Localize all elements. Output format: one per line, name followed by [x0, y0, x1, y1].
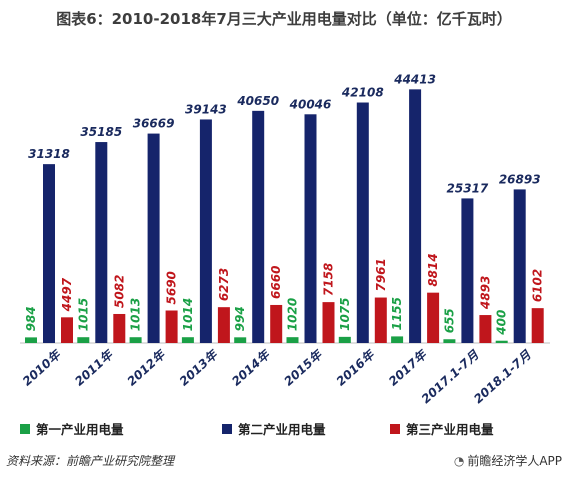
data-label-tertiary-6: 7961	[374, 258, 388, 291]
x-tick-label-6: 2016年	[334, 346, 379, 388]
brand-logo-icon: ◔	[453, 453, 465, 468]
bar-secondary-5	[304, 114, 317, 343]
bar-secondary-1	[95, 142, 108, 343]
data-label-secondary-3: 39143	[185, 102, 227, 116]
bar-secondary-3	[199, 119, 212, 343]
bar-tertiary-6	[374, 297, 387, 343]
x-tick-label-5: 2015年	[281, 346, 326, 388]
legend-item-primary: 第一产业用电量	[20, 419, 124, 438]
source-note: 资料来源：前瞻产业研究院整理	[6, 454, 175, 468]
bar-primary-9	[495, 340, 508, 343]
bar-secondary-9	[513, 189, 526, 343]
data-label-tertiary-3: 6273	[217, 268, 231, 301]
data-label-primary-3: 1014	[181, 298, 195, 331]
bar-tertiary-1	[113, 313, 126, 343]
legend-swatch-primary	[20, 423, 30, 434]
data-label-tertiary-9: 6102	[531, 269, 545, 302]
data-label-primary-5: 1020	[286, 298, 300, 331]
legend-swatch-tertiary	[390, 423, 400, 434]
data-label-primary-1: 1015	[76, 298, 90, 331]
chart-title: 图表6：2010-2018年7月三大产业用电量对比（单位：亿千瓦时）	[56, 10, 512, 28]
bar-primary-2	[129, 337, 142, 343]
x-tick-label-9: 2018.1-7月	[471, 347, 534, 406]
data-label-tertiary-7: 8814	[426, 253, 440, 286]
data-label-secondary-9: 26893	[499, 172, 541, 186]
data-label-secondary-0: 31318	[28, 147, 70, 161]
x-tick-label-3: 2013年	[177, 346, 222, 388]
bar-primary-0	[25, 337, 37, 343]
bar-secondary-4	[252, 110, 265, 344]
bar-secondary-8	[461, 198, 474, 343]
brand-label: 前瞻经济学人APP	[467, 454, 562, 468]
bar-primary-7	[391, 336, 404, 343]
bar-primary-4	[234, 337, 247, 343]
bar-tertiary-8	[479, 315, 492, 343]
bar-tertiary-3	[217, 307, 230, 343]
data-label-tertiary-0: 4497	[60, 277, 74, 312]
bar-primary-3	[181, 337, 194, 343]
data-label-tertiary-2: 5690	[165, 271, 179, 304]
x-tick-label-2: 2012年	[124, 346, 169, 388]
bar-tertiary-2	[165, 310, 178, 343]
data-label-primary-4: 994	[233, 306, 247, 331]
legend-label-primary: 第一产业用电量	[36, 422, 124, 437]
legend-swatch-secondary	[222, 423, 232, 434]
data-label-primary-0: 984	[24, 306, 38, 331]
x-tick-label-1: 2011年	[72, 346, 117, 388]
data-label-primary-7: 1155	[390, 297, 404, 330]
x-tick-label-0: 2010年	[20, 346, 65, 388]
bar-secondary-7	[409, 89, 422, 344]
bar-tertiary-4	[270, 304, 283, 343]
data-label-tertiary-5: 7158	[322, 263, 336, 296]
bar-tertiary-9	[531, 308, 544, 343]
data-label-secondary-5: 40046	[289, 97, 332, 111]
bar-tertiary-5	[322, 302, 335, 343]
bar-primary-8	[443, 339, 456, 343]
data-label-tertiary-8: 4893	[478, 276, 492, 310]
legend: 第一产业用电量 第二产业用电量 第三产业用电量	[0, 419, 568, 439]
bar-primary-5	[286, 337, 299, 343]
legend-item-tertiary: 第三产业用电量	[390, 419, 494, 438]
data-label-tertiary-1: 5082	[112, 275, 126, 308]
data-label-secondary-2: 36669	[133, 117, 175, 131]
bar-primary-6	[338, 336, 351, 343]
bar-primary-1	[77, 337, 90, 343]
data-label-tertiary-4: 6660	[269, 266, 283, 299]
legend-label-tertiary: 第三产业用电量	[406, 422, 494, 437]
bar-secondary-0	[43, 164, 55, 343]
data-label-primary-8: 655	[442, 308, 456, 333]
brand-credit: ◔ 前瞻经济学人APP	[454, 452, 562, 469]
legend-label-secondary: 第二产业用电量	[238, 422, 326, 437]
bar-secondary-2	[147, 133, 160, 343]
data-label-primary-6: 1075	[338, 297, 352, 330]
data-label-secondary-1: 35185	[80, 125, 122, 139]
bar-tertiary-7	[427, 292, 440, 343]
data-label-primary-2: 1013	[129, 298, 143, 331]
legend-item-secondary: 第二产业用电量	[222, 419, 326, 438]
data-label-secondary-7: 44413	[393, 72, 436, 86]
data-label-secondary-4: 40650	[236, 94, 279, 108]
data-label-secondary-6: 42108	[341, 86, 384, 100]
bar-tertiary-0	[61, 317, 73, 343]
bar-secondary-6	[356, 102, 369, 343]
data-label-secondary-8: 25317	[447, 181, 489, 195]
x-tick-label-7: 2017年	[386, 346, 431, 388]
x-tick-label-4: 2014年	[229, 346, 274, 388]
data-label-primary-9: 400	[495, 310, 509, 336]
